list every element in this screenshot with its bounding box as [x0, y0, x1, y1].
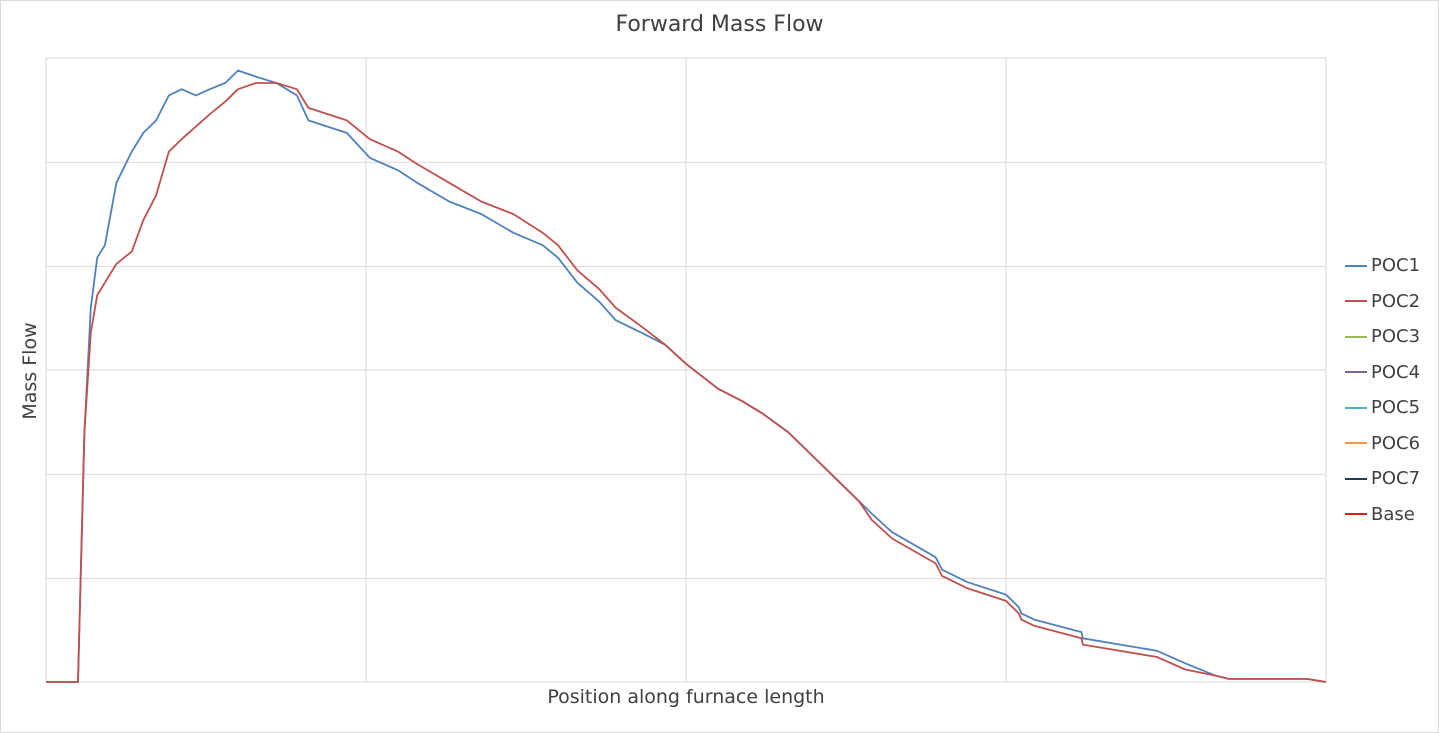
legend-label: POC1 — [1371, 255, 1421, 277]
legend-item-poc7: POC7 — [1345, 461, 1420, 497]
legend-swatch — [1345, 477, 1367, 480]
series-line-poc2 — [46, 82, 1327, 683]
legend-item-poc3: POC3 — [1345, 319, 1420, 355]
legend-label: POC4 — [1371, 361, 1421, 383]
legend-item-poc1: POC1 — [1345, 248, 1420, 284]
legend: POC1 POC2 POC3 POC4 POC5 POC6 POC7 Base — [1345, 248, 1420, 532]
chart-title: Forward Mass Flow — [615, 12, 824, 37]
series-line-poc1 — [46, 69, 1327, 683]
legend-swatch — [1345, 371, 1367, 374]
legend-swatch — [1345, 335, 1367, 338]
legend-item-poc4: POC4 — [1345, 355, 1420, 391]
legend-label: Base — [1371, 503, 1415, 525]
legend-swatch — [1345, 513, 1367, 516]
legend-label: POC5 — [1371, 397, 1421, 419]
legend-swatch — [1345, 264, 1367, 267]
legend-item-poc2: POC2 — [1345, 284, 1420, 320]
legend-label: POC7 — [1371, 468, 1421, 490]
legend-label: POC6 — [1371, 432, 1421, 454]
legend-item-base: Base — [1345, 497, 1420, 533]
legend-label: POC3 — [1371, 326, 1421, 348]
legend-swatch — [1345, 300, 1367, 303]
x-axis-label: Position along furnace length — [547, 686, 825, 708]
legend-label: POC2 — [1371, 290, 1421, 312]
legend-item-poc5: POC5 — [1345, 390, 1420, 426]
legend-swatch — [1345, 406, 1367, 409]
legend-item-poc6: POC6 — [1345, 426, 1420, 462]
legend-swatch — [1345, 442, 1367, 445]
